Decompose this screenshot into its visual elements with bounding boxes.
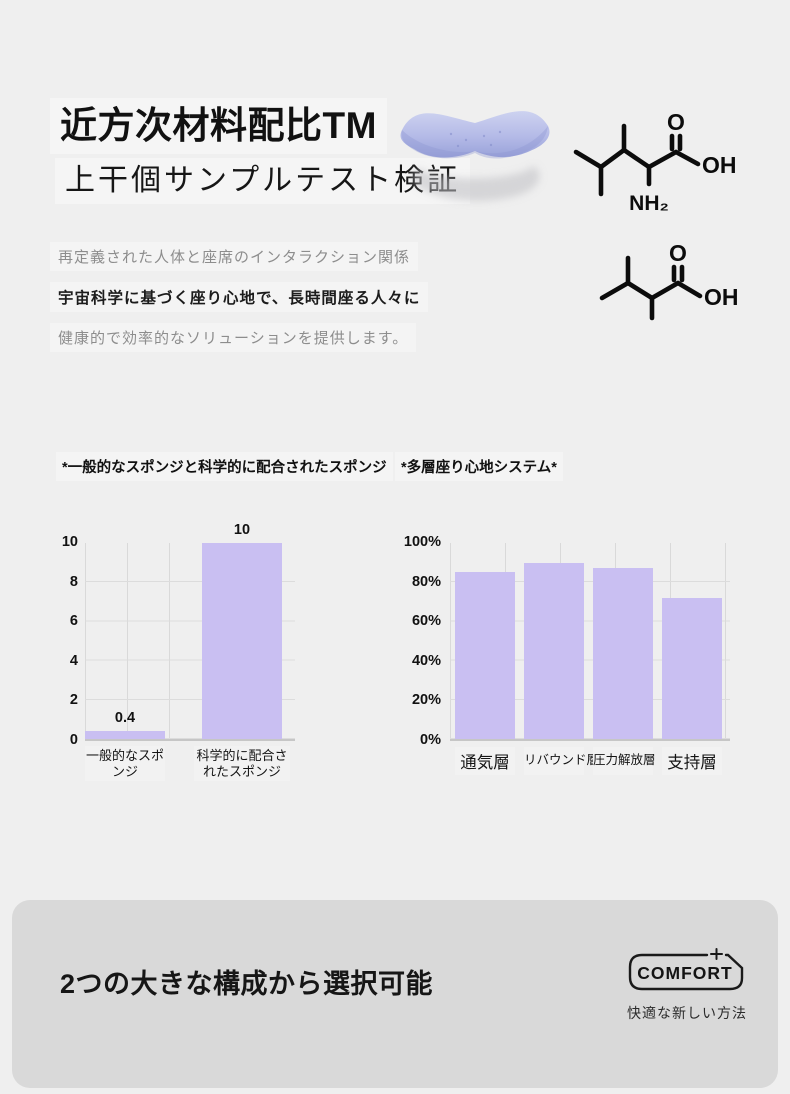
y-tick-label: 0% <box>420 731 441 748</box>
cushion-illustration <box>396 88 554 210</box>
molecule-structure-2: O OH <box>588 238 746 356</box>
y-tick-label: 40% <box>411 652 441 669</box>
bar <box>455 572 515 739</box>
chart-title: *多層座り心地システム* <box>395 452 563 481</box>
options-card: 2つの大きな構成から選択可能 COMFORT 快適な新しい方法 <box>12 900 778 1088</box>
y-tick-label: 6 <box>69 613 78 630</box>
oxygen-label: O <box>669 240 687 266</box>
x-category-label: 通気層 <box>455 747 515 775</box>
plus-icon <box>710 948 723 960</box>
description-line: 宇宙科学に基づく座り心地で、長時間座る人々に <box>50 282 429 312</box>
amine-label: NH₂ <box>629 192 669 215</box>
cushion-top <box>400 111 550 158</box>
bar-value-label: 10 <box>233 522 251 538</box>
y-tick-label: 0 <box>69 731 78 748</box>
plot-area <box>450 543 730 741</box>
x-category-label: 一般的なスポンジ <box>85 746 165 782</box>
comfort-badge-label: COMFORT <box>637 963 732 983</box>
comfort-layers-chart: *多層座り心地システム* 100% 80% 60% 40% 20% 0% 通気層 リバウンド… <box>389 450 774 775</box>
bar: 0.4 <box>85 710 165 739</box>
page-title: 近方次材料配比TM <box>50 98 387 155</box>
y-tick-label: 80% <box>411 573 441 590</box>
cushion-image <box>400 111 550 201</box>
x-category-label: 支持層 <box>662 747 722 775</box>
description-line: 健康的で効率的なソリューションを提供します。 <box>50 323 417 352</box>
fatty-acid-diagram: O OH <box>599 240 739 321</box>
plot-area: 0.4 10 <box>85 522 295 741</box>
badge-caption: 快適な新しい方法 <box>627 1005 747 1021</box>
y-tick-label: 4 <box>69 652 78 669</box>
hydroxyl-label: OH <box>704 284 739 310</box>
y-tick-label: 10 <box>61 534 78 550</box>
y-tick-label: 100% <box>403 534 441 550</box>
comfort-badge-outline: COMFORT <box>628 948 744 991</box>
chart-title: *一般的なスポンジと科学的に配合されたスポンジ <box>56 452 393 481</box>
x-category-label: 科学的に配合されたスポンジ <box>194 746 290 782</box>
y-tick-label: 20% <box>411 692 441 709</box>
y-tick-label: 60% <box>411 613 441 630</box>
oxygen-label: O <box>667 109 685 135</box>
bar <box>662 597 722 739</box>
y-tick-label: 8 <box>69 573 78 590</box>
y-axis-ticks: 10 8 6 4 2 0 <box>50 534 78 748</box>
y-axis-ticks: 100% 80% 60% 40% 20% 0% <box>393 534 441 748</box>
cushion-front-edge <box>401 126 548 159</box>
x-category-label: 圧力解放層 <box>593 747 656 775</box>
hydroxyl-label: OH <box>702 152 737 178</box>
bar <box>524 562 584 739</box>
bar: 10 <box>202 522 282 739</box>
x-axis-labels: 一般的なスポンジ 科学的に配合されたスポンジ <box>85 746 295 782</box>
sponge-comparison-chart: *一般的なスポンジと科学的に配合されたスポンジ 10 8 6 4 2 0 0.4 10 一般… <box>50 450 393 782</box>
x-category-label: リバウンド層 <box>524 747 599 775</box>
x-axis-labels: 通気層 リバウンド層 圧力解放層 支持層 <box>450 747 730 775</box>
options-heading: 2つの大きな構成から選択可能 <box>60 969 434 999</box>
molecule-structure-1: O OH NH₂ <box>568 100 746 232</box>
bar <box>593 568 653 739</box>
cushion-shadow <box>412 166 540 201</box>
product-description: 再定義された人体と座席のインタラクション関係 宇宙科学に基づく座り心地で、長時間… <box>50 242 429 363</box>
description-line: 再定義された人体と座席のインタラクション関係 <box>50 242 419 271</box>
bar-value-label: 0.4 <box>114 710 136 727</box>
comfort-badge: COMFORT 快適な新しい方法 <box>620 948 754 1023</box>
y-tick-label: 2 <box>69 692 78 709</box>
page-subtitle: 上干個サンプルテスト検証 <box>55 158 471 204</box>
amino-acid-diagram: O OH NH₂ <box>573 109 737 215</box>
